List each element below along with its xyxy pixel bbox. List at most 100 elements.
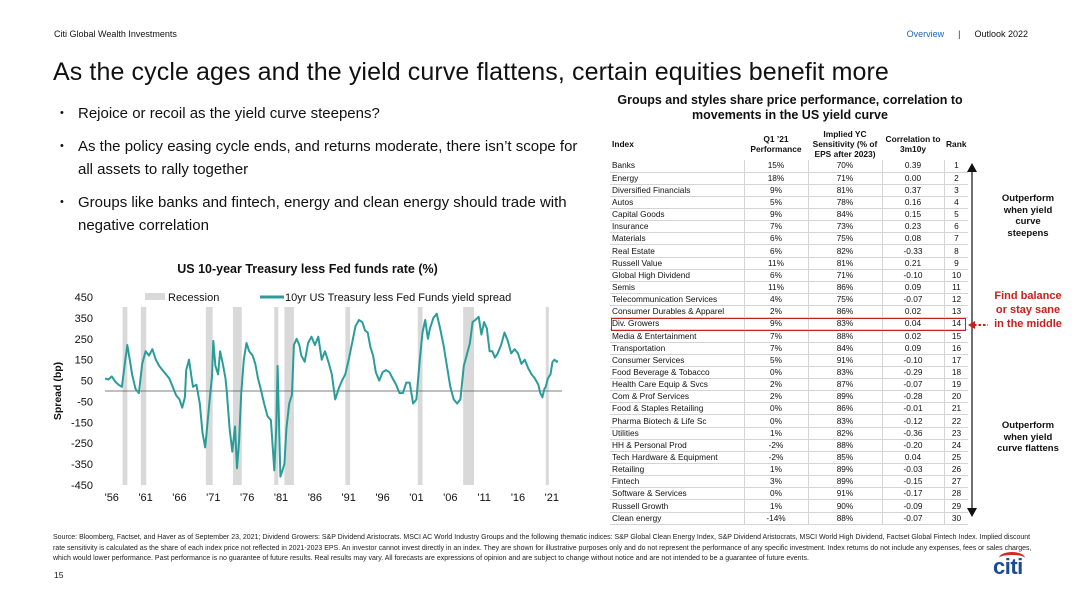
table-row: HH & Personal Prod -2% 88% -0.20 24 — [610, 439, 969, 452]
cell-rank: 1 — [943, 160, 969, 173]
cell-correlation: -0.29 — [881, 366, 944, 380]
x-tick-label: '21 — [545, 492, 559, 504]
page-title: As the cycle ages and the yield curve fl… — [53, 58, 889, 86]
cell-rank: 12 — [943, 293, 969, 307]
cell-yc-sensitivity: 88% — [807, 439, 882, 452]
cell-correlation: -0.12 — [881, 414, 944, 428]
cell-yc-sensitivity: 70% — [807, 160, 882, 173]
cell-rank: 4 — [943, 196, 969, 210]
nav-outlook-link[interactable]: Outlook 2022 — [974, 29, 1028, 39]
cell-index: Health Care Equip & Svcs — [610, 378, 744, 392]
y-tick-label: -50 — [77, 396, 93, 408]
cell-correlation: 0.15 — [881, 208, 944, 222]
cell-yc-sensitivity: 88% — [807, 512, 882, 525]
table-row: Consumer Durables & Apparel 2% 86% 0.02 13 — [610, 305, 969, 319]
table-title: Groups and styles share price performanc… — [617, 93, 963, 122]
cell-q1-performance: 1% — [743, 463, 808, 477]
table-row: Global High Dividend 6% 71% -0.10 10 — [610, 269, 969, 282]
table-row: Fintech 3% 89% -0.15 27 — [610, 475, 969, 489]
cell-q1-performance: 0% — [743, 414, 808, 428]
table-row: Consumer Services 5% 91% -0.10 17 — [610, 354, 969, 367]
table-row: Autos 5% 78% 0.16 4 — [610, 196, 969, 210]
cell-q1-performance: 0% — [743, 402, 808, 416]
cell-yc-sensitivity: 78% — [807, 196, 882, 210]
col-header-correlation: Correlation to 3m10y — [885, 134, 941, 154]
cell-q1-performance: 0% — [743, 366, 808, 380]
cell-correlation: 0.21 — [881, 257, 944, 270]
cell-rank: 24 — [943, 439, 969, 452]
spread-series-line — [104, 312, 559, 478]
x-tick-label: '06 — [443, 492, 457, 504]
nav-separator: | — [958, 29, 961, 39]
x-tick-label: '96 — [375, 492, 389, 504]
cell-rank: 17 — [943, 354, 969, 367]
x-tick-label: '56 — [105, 492, 119, 504]
cell-rank: 30 — [943, 512, 969, 525]
cell-index: Energy — [610, 172, 744, 185]
cell-index: Real Estate — [610, 244, 744, 258]
cell-index: Tech Hardware & Equipment — [610, 451, 744, 465]
cell-correlation: 0.08 — [881, 232, 944, 246]
cell-correlation: -0.09 — [881, 499, 944, 513]
cell-index: Pharma Biotech & Life Sc — [610, 414, 744, 428]
cell-rank: 15 — [943, 329, 969, 343]
arrow-up-icon — [967, 163, 977, 172]
table-row: Banks 15% 70% 0.39 1 — [610, 160, 969, 173]
cell-q1-performance: 5% — [743, 354, 808, 367]
cell-q1-performance: 9% — [743, 208, 808, 222]
cell-correlation: -0.01 — [881, 402, 944, 416]
table-row: Transportation 7% 84% 0.09 16 — [610, 342, 969, 355]
cell-correlation: 0.09 — [881, 342, 944, 355]
cell-index: Capital Goods — [610, 208, 744, 222]
x-tick-label: '81 — [274, 492, 288, 504]
cell-rank: 16 — [943, 342, 969, 355]
table-row: Russell Growth 1% 90% -0.09 29 — [610, 499, 969, 513]
table-row: Semis 11% 86% 0.09 11 — [610, 281, 969, 295]
recession-bar — [463, 307, 474, 485]
cell-correlation: 0.00 — [881, 172, 944, 185]
table-row: Telecommunication Services 4% 75% -0.07 12 — [610, 293, 969, 307]
highlight-box — [611, 318, 966, 331]
cell-yc-sensitivity: 73% — [807, 220, 882, 234]
cell-correlation: 0.37 — [881, 184, 944, 197]
cell-rank: 13 — [943, 305, 969, 319]
recession-bar — [232, 307, 242, 485]
cell-rank: 18 — [943, 366, 969, 380]
table-row: Clean energy -14% 88% -0.07 30 — [610, 512, 969, 525]
cell-q1-performance: 2% — [743, 305, 808, 319]
recession-bar — [345, 307, 351, 485]
x-tick-label: '16 — [511, 492, 525, 504]
cell-q1-performance: 6% — [743, 269, 808, 282]
x-tick-label: '76 — [240, 492, 254, 504]
cell-q1-performance: 5% — [743, 196, 808, 210]
cell-q1-performance: 18% — [743, 172, 808, 185]
cell-index: Com & Prof Services — [610, 390, 744, 404]
table-row: Capital Goods 9% 84% 0.15 5 — [610, 208, 969, 222]
cell-correlation: -0.36 — [881, 427, 944, 440]
cell-yc-sensitivity: 84% — [807, 208, 882, 222]
table-row: Retailing 1% 89% -0.03 26 — [610, 463, 969, 477]
y-tick-label: -350 — [71, 459, 93, 471]
col-header-yc-sensitivity: Implied YC Sensitivity (% of EPS after 2… — [812, 129, 878, 159]
cell-q1-performance: 11% — [743, 281, 808, 295]
y-tick-label: -250 — [71, 438, 93, 450]
nav-overview-link[interactable]: Overview — [906, 29, 945, 39]
cell-yc-sensitivity: 89% — [807, 475, 882, 489]
table-row: Media & Entertainment 7% 88% 0.02 15 — [610, 329, 969, 343]
cell-rank: 9 — [943, 257, 969, 270]
legend-spread-label: 10yr US Treasury less Fed Funds yield sp… — [285, 292, 511, 304]
cell-q1-performance: 1% — [743, 499, 808, 513]
cell-q1-performance: 9% — [743, 184, 808, 197]
y-tick-label: 350 — [75, 313, 93, 325]
cell-rank: 25 — [943, 451, 969, 465]
cell-correlation: -0.10 — [881, 354, 944, 367]
table-row: Food & Staples Retailing 0% 86% -0.01 21 — [610, 402, 969, 416]
cell-rank: 2 — [943, 172, 969, 185]
cell-q1-performance: -14% — [743, 512, 808, 525]
cell-correlation: 0.23 — [881, 220, 944, 234]
table-row: Software & Services 0% 91% -0.17 28 — [610, 487, 969, 501]
cell-rank: 19 — [943, 378, 969, 392]
cell-q1-performance: 7% — [743, 329, 808, 343]
cell-index: Transportation — [610, 342, 744, 355]
cell-q1-performance: 0% — [743, 487, 808, 501]
